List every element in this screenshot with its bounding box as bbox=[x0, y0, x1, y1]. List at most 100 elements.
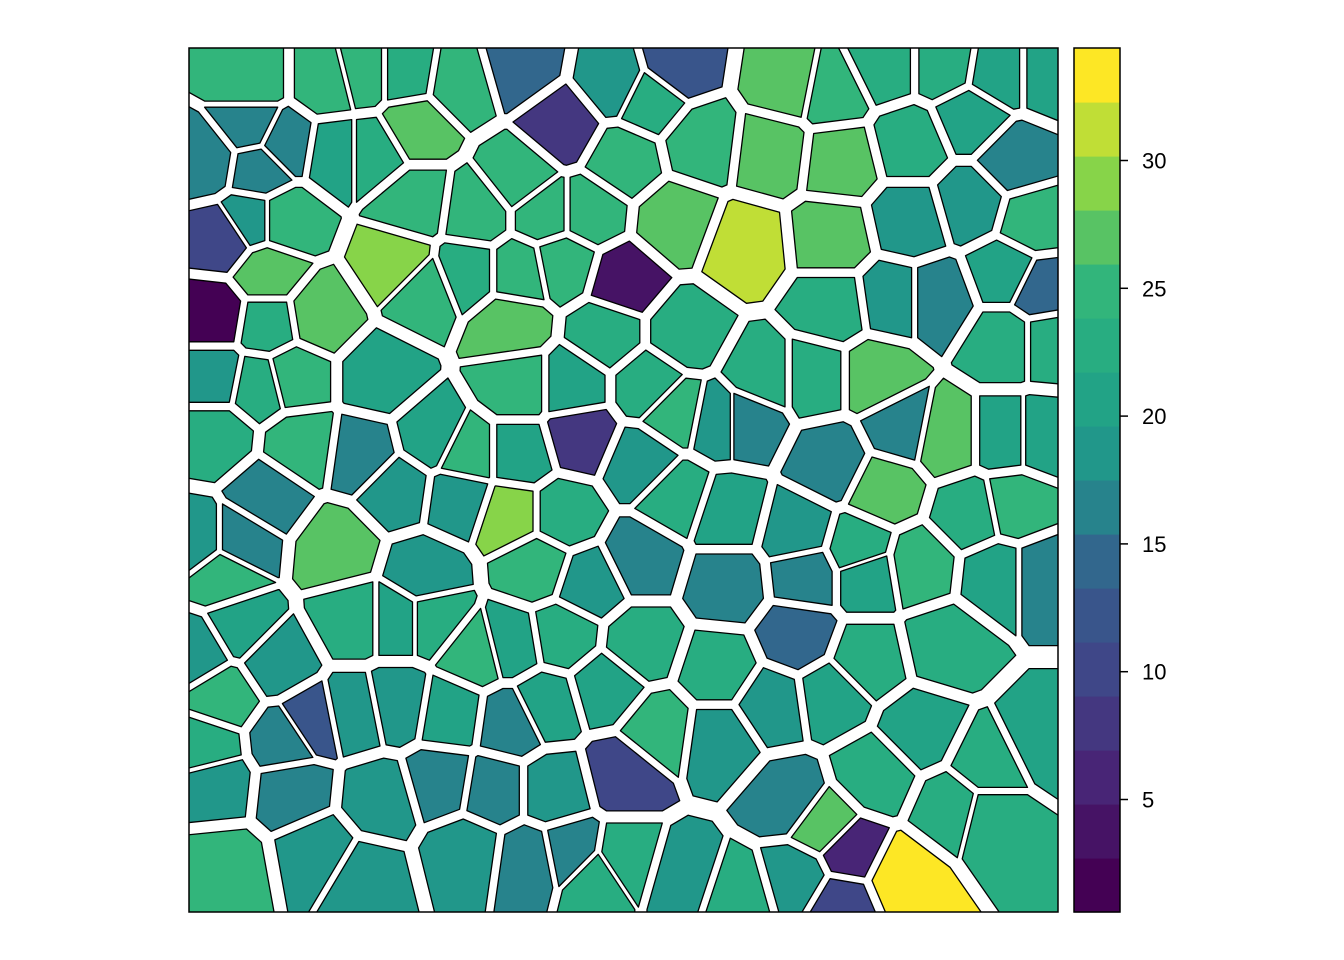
colorbar-bin bbox=[1074, 750, 1120, 805]
cell bbox=[516, 671, 582, 743]
cell bbox=[840, 555, 897, 613]
cell bbox=[472, 128, 559, 208]
cell bbox=[370, 666, 427, 748]
cell bbox=[189, 492, 218, 572]
cell bbox=[572, 48, 641, 119]
cell bbox=[438, 242, 491, 316]
cell bbox=[920, 377, 972, 479]
cell bbox=[189, 278, 242, 343]
cell bbox=[240, 301, 294, 352]
cell bbox=[535, 603, 599, 670]
colorbar-bin bbox=[1074, 426, 1120, 481]
cell bbox=[396, 377, 467, 469]
cell bbox=[189, 105, 232, 200]
cell bbox=[1021, 533, 1058, 647]
cell bbox=[342, 327, 442, 415]
cell bbox=[496, 237, 545, 301]
cell bbox=[735, 112, 805, 200]
cell bbox=[619, 688, 689, 778]
cell bbox=[780, 421, 866, 503]
cell bbox=[950, 706, 1029, 789]
cell bbox=[189, 665, 261, 728]
cell bbox=[584, 736, 681, 812]
cell bbox=[893, 524, 955, 610]
cell bbox=[989, 474, 1058, 540]
cell bbox=[636, 180, 719, 270]
cell bbox=[274, 814, 354, 912]
cell bbox=[316, 840, 420, 912]
cell bbox=[791, 338, 842, 419]
cell bbox=[268, 186, 342, 257]
cell bbox=[641, 48, 729, 99]
cell bbox=[308, 118, 353, 208]
cell bbox=[809, 878, 877, 912]
cell bbox=[646, 814, 724, 912]
cell bbox=[432, 48, 497, 133]
cell bbox=[440, 409, 491, 479]
cell bbox=[847, 456, 927, 525]
cell bbox=[737, 48, 816, 118]
cell bbox=[358, 169, 448, 238]
colorbar-bin bbox=[1074, 156, 1120, 211]
cell bbox=[221, 503, 284, 579]
cell bbox=[605, 606, 685, 682]
cell bbox=[620, 72, 686, 136]
cell bbox=[514, 176, 565, 241]
cell bbox=[876, 687, 970, 771]
cell bbox=[539, 237, 595, 308]
cell bbox=[417, 818, 498, 912]
cell bbox=[339, 48, 383, 110]
cell bbox=[243, 613, 323, 697]
cell bbox=[615, 349, 683, 419]
cell bbox=[479, 687, 542, 757]
cell bbox=[293, 48, 352, 115]
cell bbox=[584, 126, 663, 199]
colorbar-tick-label: 25 bbox=[1142, 276, 1166, 301]
cell bbox=[759, 844, 825, 912]
cell bbox=[846, 48, 912, 106]
cell bbox=[917, 256, 974, 358]
cell bbox=[475, 485, 534, 557]
cell bbox=[189, 716, 242, 769]
cell bbox=[677, 629, 757, 701]
cell bbox=[976, 119, 1058, 192]
cell bbox=[642, 377, 702, 449]
colorbar-tick-label: 20 bbox=[1142, 404, 1166, 429]
cell bbox=[291, 501, 381, 591]
cell bbox=[904, 603, 1017, 694]
colorbar bbox=[1073, 47, 1121, 913]
cell bbox=[573, 652, 645, 730]
cell bbox=[961, 794, 1058, 912]
cell bbox=[189, 759, 251, 824]
cell bbox=[936, 165, 1002, 247]
cell bbox=[873, 103, 949, 178]
colorbar-tick-label: 10 bbox=[1142, 660, 1166, 685]
cell bbox=[416, 589, 478, 661]
cell bbox=[421, 674, 480, 747]
cell bbox=[527, 750, 591, 823]
cell bbox=[701, 198, 786, 304]
cell bbox=[189, 611, 229, 685]
colorbar-bin bbox=[1074, 858, 1120, 913]
cell bbox=[546, 408, 618, 476]
cell bbox=[189, 48, 285, 102]
cell bbox=[466, 754, 520, 826]
cell bbox=[665, 97, 737, 188]
cell bbox=[994, 667, 1058, 801]
cell bbox=[802, 662, 873, 746]
cell bbox=[189, 349, 240, 403]
cell bbox=[733, 392, 791, 467]
cell bbox=[907, 770, 974, 859]
cell bbox=[726, 753, 825, 838]
cell bbox=[1025, 393, 1058, 478]
cell bbox=[601, 822, 663, 908]
colorbar-tick-label: 15 bbox=[1142, 532, 1166, 557]
cell bbox=[249, 705, 314, 767]
colorbar-bin bbox=[1074, 696, 1120, 751]
cell bbox=[979, 395, 1022, 470]
cell bbox=[343, 223, 431, 308]
cell bbox=[380, 257, 457, 348]
cell bbox=[829, 511, 892, 569]
cell bbox=[427, 473, 489, 543]
cell bbox=[189, 828, 275, 912]
